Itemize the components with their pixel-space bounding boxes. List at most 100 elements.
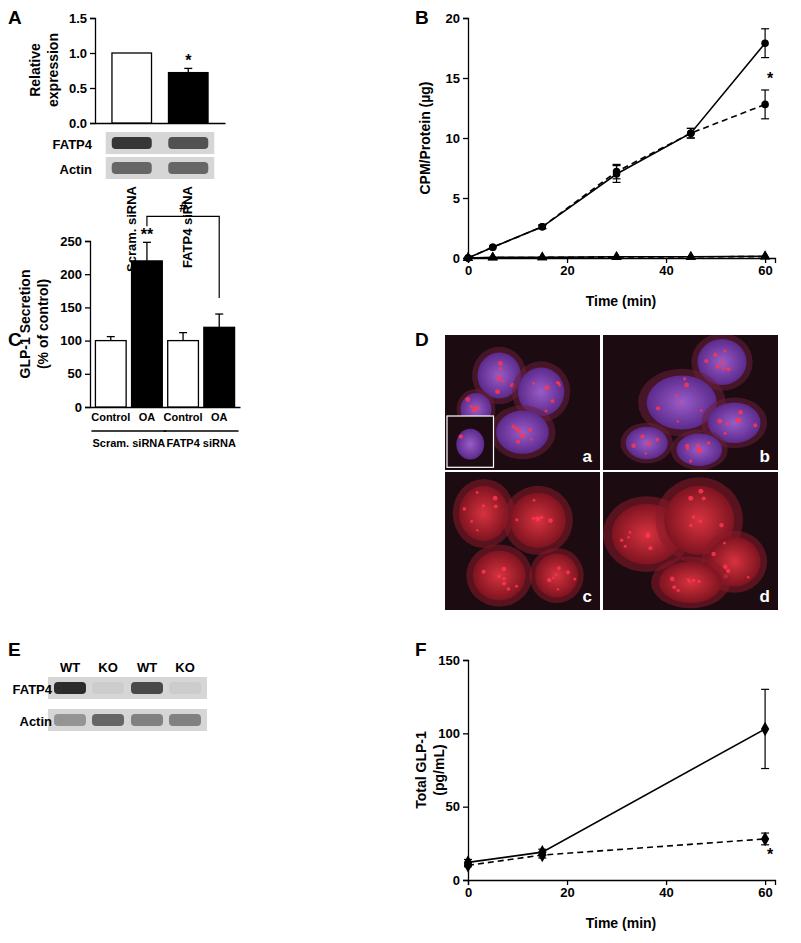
tick-label: 5 bbox=[453, 191, 460, 206]
tick: OA bbox=[211, 407, 228, 423]
error-bar bbox=[687, 128, 695, 138]
marker bbox=[537, 252, 547, 261]
annotation: # bbox=[179, 199, 187, 215]
axis-line bbox=[469, 881, 776, 886]
marker bbox=[488, 252, 498, 261]
marker bbox=[538, 848, 546, 862]
axis-title: (pg/mL) bbox=[431, 744, 447, 795]
axis-title: CPM/Protein (µg) bbox=[417, 81, 433, 194]
band bbox=[168, 162, 208, 174]
marker bbox=[489, 243, 497, 251]
tick-mark bbox=[463, 198, 468, 199]
tick-mark bbox=[90, 88, 95, 89]
band bbox=[169, 714, 201, 726]
band bbox=[92, 714, 124, 726]
annotation: ** bbox=[141, 226, 154, 243]
blot-strip bbox=[48, 677, 207, 699]
error-bar bbox=[107, 337, 115, 341]
marker bbox=[463, 252, 473, 261]
band bbox=[54, 682, 86, 694]
band bbox=[112, 137, 152, 149]
tick-label: 20 bbox=[446, 11, 460, 26]
marker bbox=[687, 129, 695, 137]
tick-mark bbox=[90, 18, 95, 19]
tick-label: 40 bbox=[659, 263, 673, 278]
axis bbox=[96, 123, 226, 124]
annotation: * bbox=[767, 846, 774, 863]
error-bar bbox=[761, 90, 769, 119]
bar bbox=[112, 53, 152, 123]
lane-label: WT bbox=[137, 660, 157, 675]
tick-mark bbox=[90, 53, 95, 54]
axis-line bbox=[463, 661, 469, 881]
image-label: a bbox=[583, 447, 593, 466]
axis-line bbox=[463, 19, 469, 259]
blot-strip bbox=[48, 709, 207, 731]
group-label: FATP4 siRNA bbox=[166, 437, 236, 449]
tick-label: 15 bbox=[446, 71, 460, 86]
tick-mark bbox=[463, 138, 468, 139]
tick: 40 bbox=[659, 258, 673, 278]
axis-line bbox=[469, 259, 776, 264]
tick: Control bbox=[164, 407, 203, 423]
tick-label: 50 bbox=[68, 366, 82, 381]
tick-mark bbox=[85, 407, 90, 408]
axis-title: Total GLP-1 bbox=[413, 731, 429, 809]
axis-title: Time (min) bbox=[586, 293, 657, 309]
plot-area bbox=[464, 689, 769, 872]
axis-title: Relative bbox=[27, 43, 43, 97]
tick: 1.0 bbox=[69, 46, 95, 61]
axis-title: GLP-1 Secretion bbox=[17, 270, 33, 379]
band bbox=[54, 714, 86, 726]
tick: 50 bbox=[68, 366, 90, 381]
image-label: c bbox=[583, 587, 592, 606]
panel-label: E bbox=[8, 639, 21, 660]
tick-label: 150 bbox=[60, 300, 82, 315]
micrograph bbox=[603, 472, 778, 610]
plot-area bbox=[112, 53, 208, 123]
lane-label: KO bbox=[175, 660, 195, 675]
marker bbox=[611, 251, 621, 260]
bar bbox=[132, 261, 163, 407]
tick: 10 bbox=[446, 131, 468, 146]
band bbox=[131, 682, 163, 694]
row-label: Actin bbox=[20, 714, 53, 729]
tick-label: 0 bbox=[75, 400, 82, 415]
marker bbox=[538, 223, 546, 231]
micrograph bbox=[445, 472, 600, 610]
tick: 40 bbox=[659, 880, 673, 900]
image-label: b bbox=[760, 447, 770, 466]
tick-label: 60 bbox=[758, 263, 772, 278]
tick: 0 bbox=[465, 880, 472, 900]
panel-label: B bbox=[415, 7, 429, 28]
error-bar bbox=[613, 164, 621, 178]
panel-label: F bbox=[415, 639, 427, 660]
tick-label: OA bbox=[139, 411, 156, 423]
tick-label: Control bbox=[164, 411, 203, 423]
tick-label: 0 bbox=[453, 251, 460, 266]
tick-label: 60 bbox=[758, 885, 772, 900]
tick-label: 0.5 bbox=[69, 81, 87, 96]
error-bar bbox=[687, 128, 695, 138]
tick-mark bbox=[85, 241, 90, 242]
tick-label: 20 bbox=[560, 885, 574, 900]
tick-label: 150 bbox=[438, 653, 460, 668]
marker bbox=[686, 251, 696, 260]
blot-strip bbox=[106, 157, 215, 179]
tick: 15 bbox=[446, 71, 468, 86]
group-line bbox=[164, 430, 239, 431]
tick-label: 100 bbox=[60, 333, 82, 348]
annotation: * bbox=[767, 70, 774, 87]
tick: 5 bbox=[453, 191, 468, 206]
figure: A0.00.51.01.5RelativeexpressionScram. si… bbox=[0, 0, 801, 943]
bar bbox=[168, 341, 199, 407]
category-label: Scram. siRNA bbox=[124, 185, 139, 272]
marker bbox=[489, 243, 497, 251]
axis: 0204060 bbox=[465, 258, 776, 278]
tick-label: 0 bbox=[465, 263, 472, 278]
tick: OA bbox=[139, 407, 156, 423]
tick: 0.0 bbox=[69, 116, 95, 131]
category-label: FATP4 siRNA bbox=[180, 185, 195, 268]
axis: ControlOAControlOA bbox=[91, 407, 241, 423]
marker bbox=[761, 832, 769, 846]
